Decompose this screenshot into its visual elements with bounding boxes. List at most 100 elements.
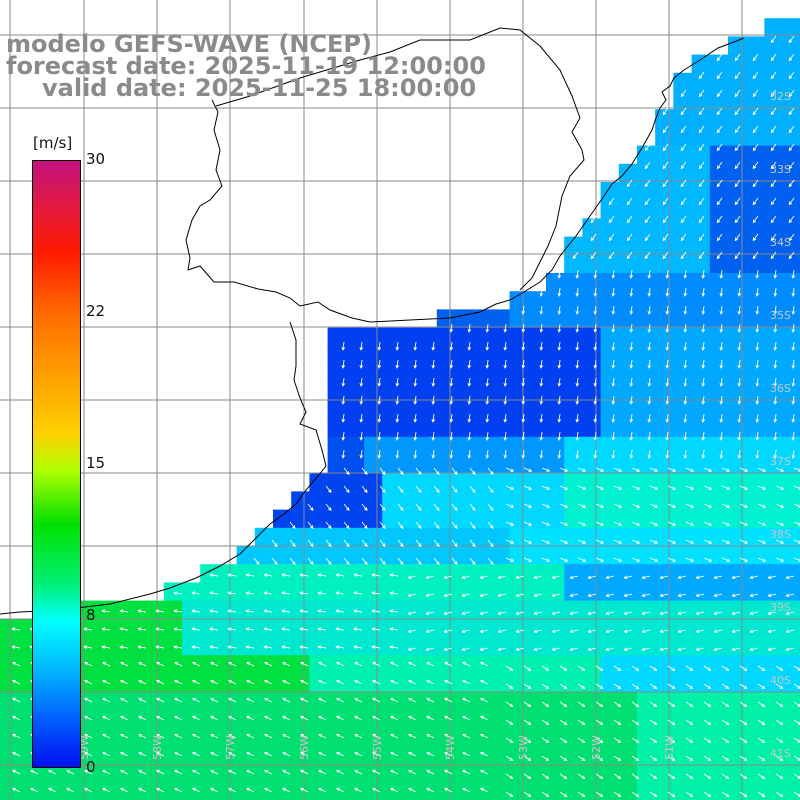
wind-arrow [425, 733, 435, 739]
wind-arrow [361, 485, 368, 494]
field-cell [473, 637, 492, 656]
wind-arrow [665, 395, 670, 405]
field-cell [746, 364, 765, 383]
wind-arrow [503, 413, 508, 423]
field-cell [673, 564, 693, 583]
wind-arrow [775, 521, 785, 526]
wind-arrow [281, 661, 291, 667]
field-cell [418, 728, 438, 747]
field-cell [618, 382, 638, 401]
wind-arrow [721, 791, 730, 798]
field-cell [473, 691, 492, 711]
field-cell [145, 673, 165, 693]
longitude-label: 51W [663, 735, 676, 760]
field-cell [509, 637, 529, 656]
field-cell [491, 309, 511, 329]
wind-arrow [605, 593, 615, 598]
wind-arrow [631, 791, 640, 798]
field-cell [327, 728, 347, 747]
field-cell [618, 364, 638, 383]
wind-arrow [770, 107, 777, 116]
wind-arrow [611, 269, 616, 279]
wind-arrow [683, 341, 688, 351]
wind-arrow [649, 467, 659, 472]
wind-arrow [701, 341, 706, 351]
field-cell [345, 400, 365, 420]
wind-arrow [407, 787, 417, 793]
field-cell [764, 436, 784, 456]
field-cell [436, 418, 456, 438]
field-cell [764, 309, 784, 329]
field-cell [600, 200, 620, 219]
field-cell [182, 782, 201, 800]
field-cell [309, 564, 329, 583]
wind-arrow [263, 769, 273, 775]
wind-arrow [767, 647, 777, 652]
field-cell [182, 746, 201, 765]
wind-arrow [433, 521, 440, 530]
field-cell [182, 618, 201, 638]
field-cell [327, 782, 347, 800]
field-cell [564, 600, 583, 620]
wind-arrow [734, 161, 741, 170]
wind-arrow [479, 751, 489, 757]
field-cell [637, 527, 656, 547]
field-cell [509, 418, 529, 438]
wind-arrow [461, 751, 471, 757]
wind-arrow [497, 629, 507, 634]
wind-arrow [631, 737, 640, 744]
field-cell [200, 728, 219, 747]
field-cell [364, 364, 383, 383]
wind-arrow [263, 679, 273, 685]
field-cell [746, 54, 765, 74]
field-cell [509, 400, 529, 420]
field-cell [673, 637, 693, 656]
wind-arrow [667, 755, 676, 762]
wind-arrow [698, 71, 705, 80]
wind-arrow [137, 645, 147, 649]
field-cell [709, 273, 729, 292]
wind-arrow [227, 645, 237, 649]
wind-arrow [716, 251, 723, 260]
field-cell [655, 473, 674, 492]
field-cell [109, 600, 128, 620]
field-cell [655, 418, 674, 438]
wind-arrow [359, 431, 364, 441]
field-cell [418, 327, 438, 347]
wind-arrow [575, 269, 580, 279]
field-cell [163, 582, 183, 602]
wind-arrow [773, 305, 778, 315]
field-cell [709, 309, 729, 329]
wind-arrow [539, 323, 544, 333]
wind-arrow [209, 661, 219, 667]
wind-arrow [397, 503, 404, 512]
field-cell [709, 637, 729, 656]
wind-arrow [757, 773, 766, 780]
wind-arrow [263, 733, 273, 739]
wind-arrow [469, 521, 476, 530]
wind-arrow [647, 395, 652, 405]
field-cell [673, 327, 693, 347]
wind-arrow [253, 557, 260, 566]
field-cell [436, 728, 456, 747]
wind-arrow [767, 611, 777, 616]
wind-arrow [281, 573, 291, 577]
field-cell [618, 291, 638, 310]
field-cell [673, 691, 693, 711]
wind-arrow [539, 395, 544, 405]
field-cell [582, 673, 602, 693]
field-cell [764, 400, 784, 420]
wind-arrow [389, 645, 399, 649]
wind-arrow [503, 449, 508, 459]
field-cell [436, 600, 456, 620]
wind-arrow [353, 591, 363, 595]
field-cell [527, 455, 547, 474]
field-cell [400, 637, 420, 656]
field-cell [618, 400, 638, 420]
field-cell [637, 764, 656, 784]
field-cell [691, 782, 711, 800]
wind-arrow [757, 791, 766, 798]
wind-arrow [317, 715, 327, 721]
field-cell [236, 618, 256, 638]
wind-arrow [209, 697, 219, 703]
